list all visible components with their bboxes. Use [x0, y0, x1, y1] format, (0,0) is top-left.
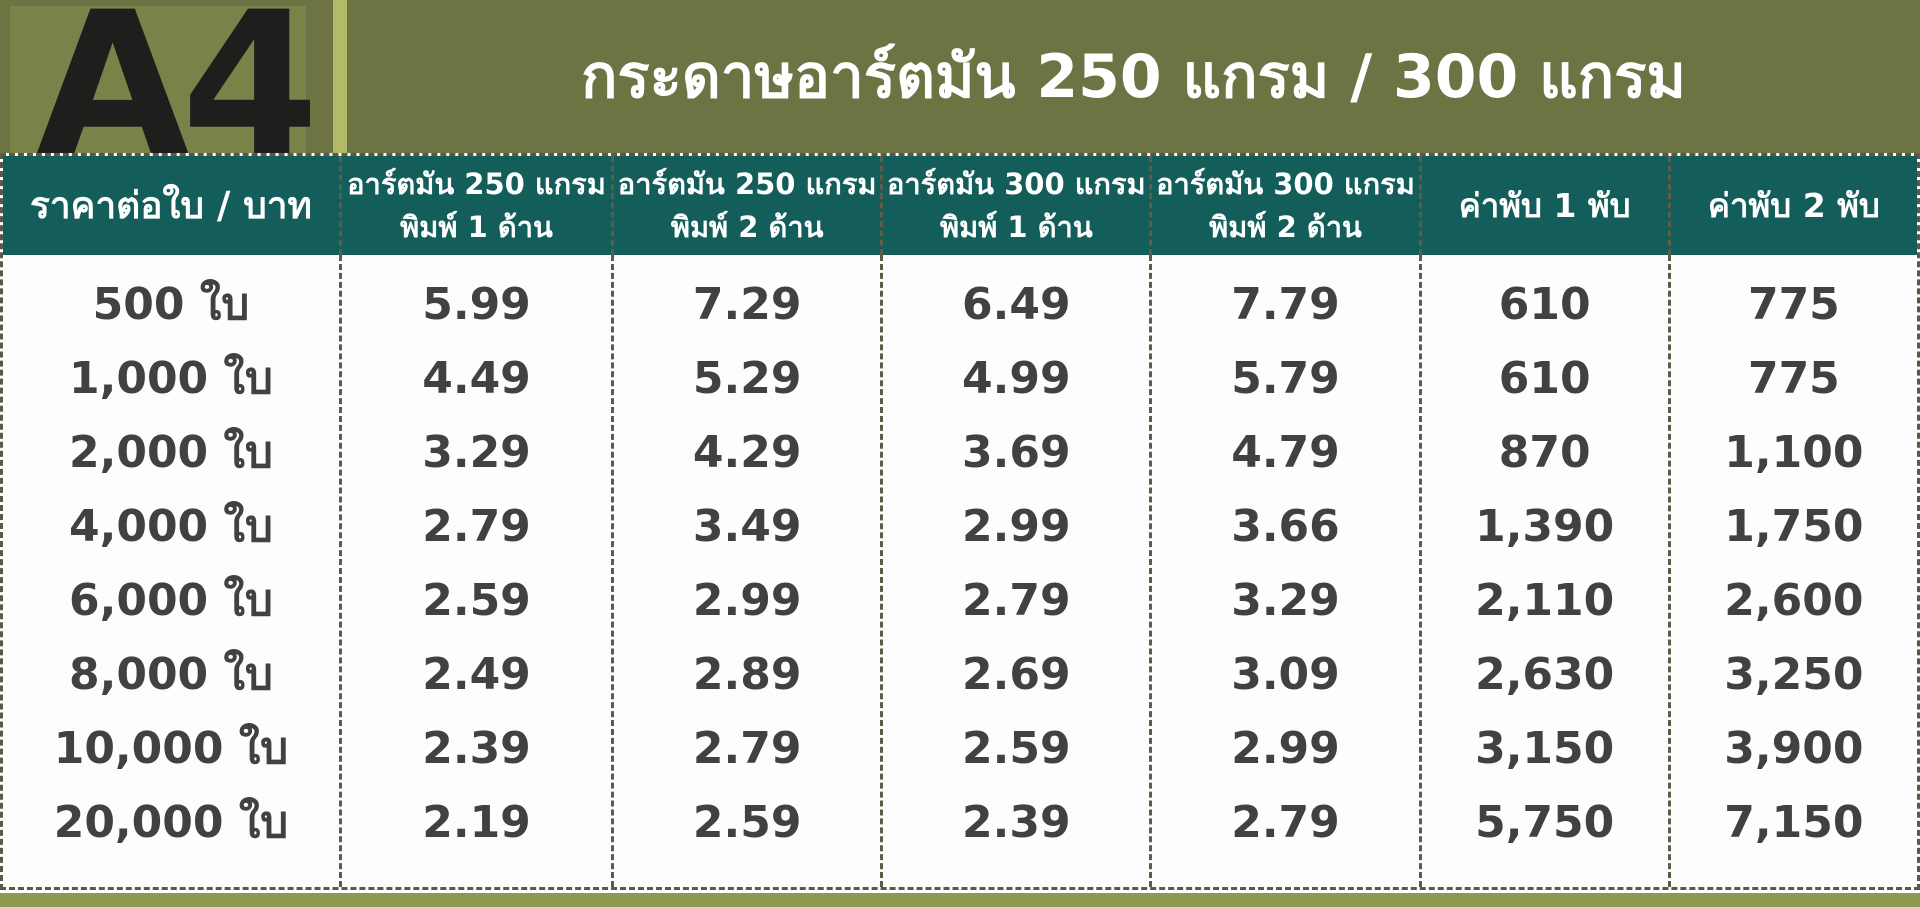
fold-price-cell: 610: [1498, 278, 1591, 330]
price-cell: 7.29: [692, 278, 802, 330]
paper-size-label: A4: [36, 0, 319, 153]
quantity-column: 500 ใบ 1,000 ใบ 2,000 ใบ 4,000 ใบ 6,000 …: [3, 255, 339, 887]
price-cell: 2.39: [422, 722, 531, 774]
col-header-line1: อาร์ตมัน 250 แกรม: [347, 167, 606, 202]
col-header-line1: อาร์ตมัน 300 แกรม: [1156, 167, 1415, 202]
price-cell: 2.49: [422, 648, 531, 700]
price-cell: 3.49: [692, 500, 802, 552]
price-cell: 4.99: [962, 352, 1071, 404]
price-cell: 3.29: [1231, 574, 1340, 626]
price-cell: 4.49: [422, 352, 531, 404]
a4-highlight-box: [10, 6, 306, 153]
col-header-line1: อาร์ตมัน 250 แกรม: [617, 167, 877, 202]
col-header-250g-2side: อาร์ตมัน 250 แกรม พิมพ์ 2 ด้าน: [611, 156, 880, 255]
price-cell: 3.69: [962, 426, 1071, 478]
price-cell: 3.66: [1231, 500, 1340, 552]
price-cell: 2.59: [422, 574, 531, 626]
quantity-cell: 20,000 ใบ: [53, 797, 289, 848]
price-cell: 2.99: [692, 574, 802, 626]
price-cell: 3.29: [422, 426, 531, 478]
price-cell: 5.29: [692, 352, 802, 404]
col-header-300g-2side: อาร์ตมัน 300 แกรม พิมพ์ 2 ด้าน: [1149, 156, 1418, 255]
price-cell: 3.09: [1231, 648, 1340, 700]
price-cell: 2.79: [422, 500, 531, 552]
fold-price-cell: 7,150: [1724, 796, 1864, 848]
top-banner: A4 กระดาษอาร์ตมัน 250 แกรม / 300 แกรม: [0, 0, 1920, 153]
table-body: 500 ใบ 1,000 ใบ 2,000 ใบ 4,000 ใบ 6,000 …: [3, 255, 1917, 887]
price-cell: 5.79: [1231, 352, 1340, 404]
page-title: กระดาษอาร์ตมัน 250 แกรม / 300 แกรม: [581, 42, 1686, 112]
col-header-line1: อาร์ตมัน 300 แกรม: [886, 167, 1146, 202]
bottom-band: [0, 893, 1920, 907]
price-cell: 2.79: [692, 722, 802, 774]
quantity-cell: 500 ใบ: [92, 279, 250, 330]
fold-price-cell: 2,630: [1475, 648, 1615, 700]
price-cell: 4.29: [692, 426, 802, 478]
column-250g-2side: 7.29 5.29 4.29 3.49 2.99 2.89 2.79 2.59: [611, 255, 880, 887]
col-header-250g-1side: อาร์ตมัน 250 แกรม พิมพ์ 1 ด้าน: [338, 156, 611, 255]
col-header-line2: พิมพ์ 1 ด้าน: [400, 209, 553, 244]
quantity-cell: 4,000 ใบ: [69, 501, 273, 552]
col-header-line1: ค่าพับ 2 พับ: [1707, 185, 1880, 225]
price-cell: 2.99: [962, 500, 1071, 552]
price-cell: 2.79: [1231, 796, 1340, 848]
col-header-line2: พิมพ์ 2 ด้าน: [1209, 209, 1362, 244]
quantity-cell: 8,000 ใบ: [69, 649, 273, 700]
quantity-cell: 1,000 ใบ: [69, 353, 273, 404]
price-table: ราคาต่อใบ / บาท อาร์ตมัน 250 แกรม พิมพ์ …: [0, 153, 1920, 890]
col-header-fold-2: ค่าพับ 2 พับ: [1667, 156, 1917, 255]
col-header-300g-1side: อาร์ตมัน 300 แกรม พิมพ์ 1 ด้าน: [880, 156, 1149, 255]
fold-price-cell: 775: [1747, 352, 1840, 404]
col-header-line1: ราคาต่อใบ / บาท: [30, 183, 312, 227]
price-cell: 4.79: [1231, 426, 1340, 478]
quantity-cell: 6,000 ใบ: [69, 575, 273, 626]
accent-stripe: [333, 0, 347, 153]
fold-price-cell: 610: [1498, 352, 1591, 404]
price-cell: 6.49: [962, 278, 1071, 330]
column-250g-1side: 5.99 4.49 3.29 2.79 2.59 2.49 2.39 2.19: [338, 255, 611, 887]
col-header-fold-1: ค่าพับ 1 พับ: [1418, 156, 1668, 255]
fold-price-cell: 2,110: [1475, 574, 1615, 626]
column-fold-1: 610 610 870 1,390 2,110 2,630 3,150 5,75…: [1418, 255, 1668, 887]
table-header-row: ราคาต่อใบ / บาท อาร์ตมัน 250 แกรม พิมพ์ …: [3, 156, 1917, 255]
column-300g-1side: 6.49 4.99 3.69 2.99 2.79 2.69 2.59 2.39: [880, 255, 1149, 887]
price-cell: 2.99: [1231, 722, 1340, 774]
col-header-line1: ค่าพับ 1 พับ: [1458, 185, 1631, 225]
column-300g-2side: 7.79 5.79 4.79 3.66 3.29 3.09 2.99 2.79: [1149, 255, 1418, 887]
fold-price-cell: 1,390: [1475, 500, 1615, 552]
fold-price-cell: 1,750: [1724, 500, 1864, 552]
column-fold-2: 775 775 1,100 1,750 2,600 3,250 3,900 7,…: [1667, 255, 1917, 887]
quantity-cell: 10,000 ใบ: [53, 723, 289, 774]
price-cell: 2.39: [962, 796, 1071, 848]
fold-price-cell: 3,900: [1724, 722, 1864, 774]
fold-price-cell: 5,750: [1475, 796, 1615, 848]
price-cell: 2.19: [422, 796, 531, 848]
price-cell: 2.89: [692, 648, 802, 700]
fold-price-cell: 775: [1747, 278, 1840, 330]
col-header-line2: พิมพ์ 1 ด้าน: [939, 209, 1093, 244]
fold-price-cell: 870: [1498, 426, 1591, 478]
fold-price-cell: 3,250: [1724, 648, 1864, 700]
price-cell: 5.99: [422, 278, 531, 330]
col-header-line2: พิมพ์ 2 ด้าน: [670, 209, 824, 244]
price-cell: 2.59: [962, 722, 1071, 774]
fold-price-cell: 1,100: [1724, 426, 1864, 478]
col-header-price-per-sheet: ราคาต่อใบ / บาท: [3, 156, 339, 255]
price-cell: 2.69: [962, 648, 1071, 700]
price-cell: 2.59: [692, 796, 802, 848]
fold-price-cell: 2,600: [1724, 574, 1864, 626]
quantity-cell: 2,000 ใบ: [69, 427, 273, 478]
price-cell: 7.79: [1231, 278, 1340, 330]
fold-price-cell: 3,150: [1475, 722, 1615, 774]
price-cell: 2.79: [962, 574, 1071, 626]
